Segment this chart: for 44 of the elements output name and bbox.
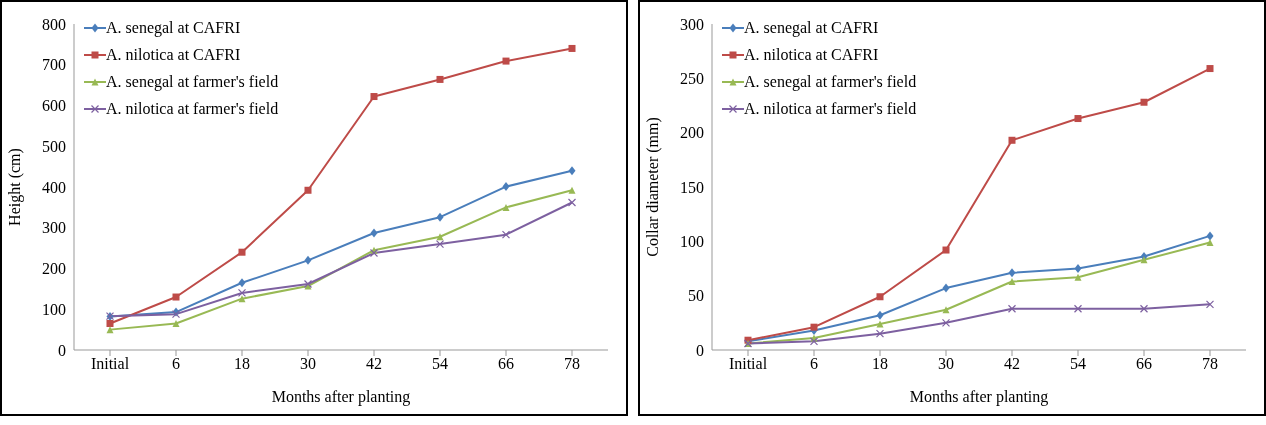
x-tick-label: 78 bbox=[1202, 355, 1218, 373]
y-tick-label: 150 bbox=[680, 178, 704, 196]
y-tick-label: 100 bbox=[42, 300, 66, 318]
y-tick-label: 0 bbox=[696, 341, 704, 359]
y-tick-label: 300 bbox=[680, 15, 704, 33]
x-tick-label: 54 bbox=[1070, 355, 1086, 373]
legend-label: A. senegal at farmer's field bbox=[744, 72, 917, 93]
legend-label: A. senegal at farmer's field bbox=[106, 72, 279, 93]
x-tick-label: 6 bbox=[172, 355, 180, 373]
y-tick-label: 400 bbox=[42, 178, 66, 196]
legend-label: A. nilotica at farmer's field bbox=[744, 99, 917, 119]
x-tick-label: 30 bbox=[300, 355, 316, 373]
x-tick-label: 18 bbox=[234, 355, 250, 373]
y-axis-title: Collar diameter (mm) bbox=[643, 117, 662, 257]
y-tick-label: 700 bbox=[42, 56, 66, 74]
x-tick-label: 6 bbox=[810, 355, 818, 373]
x-tick-label: 54 bbox=[432, 355, 448, 373]
y-tick-label: 300 bbox=[42, 219, 66, 237]
legend-label: A. nilotica at CAFRI bbox=[744, 45, 879, 65]
x-tick-label: Initial bbox=[90, 355, 130, 373]
x-tick-label: 66 bbox=[498, 355, 514, 373]
x-tick-label: 30 bbox=[938, 355, 954, 373]
legend-label: A. senegal at CAFRI bbox=[744, 18, 879, 39]
legend-label: A. nilotica at farmer's field bbox=[106, 99, 279, 119]
x-tick-label: 42 bbox=[366, 355, 382, 373]
x-tick-label: 18 bbox=[872, 355, 888, 373]
y-tick-label: 250 bbox=[680, 70, 704, 88]
x-axis-title: Months after planting bbox=[909, 388, 1049, 406]
y-tick-label: 0 bbox=[58, 341, 66, 359]
legend-label: A. senegal at CAFRI bbox=[106, 18, 241, 39]
legend-label: A. nilotica at CAFRI bbox=[106, 45, 241, 65]
y-tick-label: 50 bbox=[688, 287, 704, 305]
x-tick-label: 42 bbox=[1004, 355, 1020, 373]
y-tick-label: 500 bbox=[42, 137, 66, 155]
y-tick-label: 100 bbox=[680, 233, 704, 251]
x-axis-title: Months after planting bbox=[271, 388, 411, 406]
y-tick-label: 200 bbox=[680, 124, 704, 142]
y-axis-title: Height (cm) bbox=[5, 148, 24, 226]
x-tick-label: 66 bbox=[1136, 355, 1152, 373]
x-tick-label: 78 bbox=[564, 355, 580, 373]
x-tick-label: Initial bbox=[728, 355, 768, 373]
y-tick-label: 600 bbox=[42, 97, 66, 115]
y-tick-label: 800 bbox=[42, 15, 66, 33]
y-tick-label: 200 bbox=[42, 260, 66, 278]
